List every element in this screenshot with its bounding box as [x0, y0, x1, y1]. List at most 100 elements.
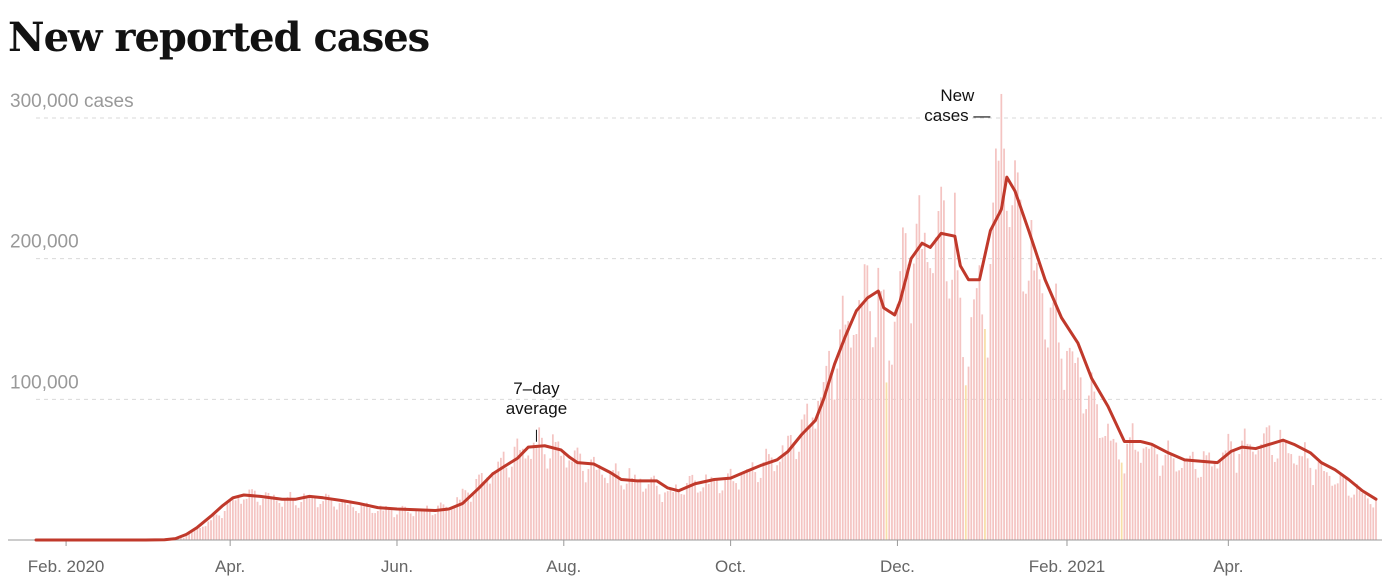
daily-bar	[513, 446, 516, 540]
daily-bar	[401, 505, 404, 540]
daily-bar	[376, 511, 379, 540]
daily-bar	[1180, 467, 1183, 540]
daily-bar	[1090, 372, 1093, 540]
daily-bar	[1273, 461, 1276, 540]
daily-bar	[628, 468, 631, 540]
daily-bar	[598, 465, 601, 540]
daily-bar	[486, 477, 489, 540]
daily-bar	[1074, 363, 1077, 540]
daily-bar	[1003, 148, 1005, 540]
daily-bar	[387, 508, 390, 540]
daily-bar	[253, 490, 256, 540]
daily-bar	[1361, 492, 1364, 540]
daily-bar	[232, 499, 234, 540]
daily-bar	[196, 528, 199, 540]
daily-bar	[278, 503, 281, 540]
daily-bar	[393, 517, 396, 540]
daily-bar	[292, 499, 294, 540]
daily-bar	[1172, 458, 1175, 540]
daily-bar	[1066, 350, 1068, 540]
daily-bar	[1372, 507, 1375, 540]
daily-bar	[579, 453, 582, 540]
daily-bar	[1197, 477, 1200, 540]
daily-bar	[661, 501, 664, 540]
daily-bar	[617, 471, 620, 540]
daily-bar	[806, 403, 809, 540]
daily-bar	[286, 497, 289, 540]
daily-bar	[863, 264, 866, 540]
daily-bar	[885, 382, 888, 540]
daily-bar	[1230, 441, 1232, 540]
daily-bar	[967, 366, 970, 540]
daily-bar	[921, 248, 923, 541]
y-tick-label-1: 200,000	[10, 232, 79, 253]
daily-bar	[180, 537, 182, 540]
daily-bar	[970, 317, 973, 540]
daily-bar	[721, 490, 724, 540]
annotation-text: average	[506, 399, 567, 418]
daily-bar	[1030, 220, 1033, 540]
daily-bar	[568, 460, 571, 540]
daily-bar	[204, 526, 207, 540]
daily-bar	[1137, 451, 1139, 540]
x-tick-label-0: Feb. 2020	[28, 557, 105, 576]
daily-bar	[751, 462, 754, 540]
daily-bar	[464, 490, 467, 540]
daily-bar	[737, 489, 740, 540]
daily-bar	[314, 496, 316, 540]
daily-bar	[308, 495, 311, 540]
daily-bar	[1175, 471, 1178, 540]
daily-bar	[1194, 469, 1197, 540]
daily-bar	[992, 202, 995, 540]
daily-bar	[1263, 433, 1265, 540]
daily-bar	[1290, 454, 1293, 540]
daily-bar	[844, 324, 847, 540]
annotation-text: 7–day	[513, 379, 560, 398]
daily-bar	[880, 291, 882, 540]
daily-bar	[459, 499, 461, 540]
daily-bar	[593, 456, 595, 540]
daily-bar	[718, 493, 721, 540]
daily-bar	[902, 227, 904, 540]
daily-bar	[193, 530, 196, 540]
daily-bar	[530, 458, 532, 540]
daily-bar	[811, 417, 814, 540]
daily-bar	[1334, 484, 1336, 540]
daily-bar	[929, 268, 932, 540]
daily-bar	[650, 477, 653, 540]
daily-bar	[644, 488, 647, 540]
daily-bar	[267, 492, 270, 540]
daily-bar	[327, 494, 330, 540]
daily-bar	[601, 474, 603, 540]
daily-bar	[1025, 293, 1027, 540]
daily-bar	[620, 485, 623, 540]
daily-bar	[1276, 458, 1279, 540]
daily-bar	[940, 186, 943, 541]
daily-bar	[251, 489, 253, 540]
daily-bar	[554, 442, 557, 540]
daily-bar	[1350, 497, 1353, 540]
daily-bar	[508, 477, 510, 540]
daily-bar	[543, 454, 546, 540]
daily-bar	[1366, 498, 1369, 540]
daily-bar	[1306, 458, 1309, 540]
daily-bar	[215, 514, 218, 540]
daily-bar	[1254, 454, 1257, 540]
daily-bar	[420, 509, 423, 540]
daily-bar	[850, 347, 852, 540]
daily-bar	[1008, 227, 1011, 540]
daily-bar	[1167, 440, 1170, 540]
daily-bar	[871, 347, 874, 540]
daily-bar	[229, 501, 232, 540]
daily-bar	[1232, 450, 1235, 540]
daily-bar	[778, 461, 781, 540]
daily-bar	[746, 469, 748, 540]
daily-bar	[341, 501, 344, 540]
daily-bar	[584, 482, 587, 540]
daily-bar	[688, 475, 691, 540]
daily-bar	[240, 503, 242, 540]
daily-bar	[1325, 472, 1328, 540]
daily-bar	[256, 501, 259, 540]
daily-bar	[1134, 449, 1137, 540]
